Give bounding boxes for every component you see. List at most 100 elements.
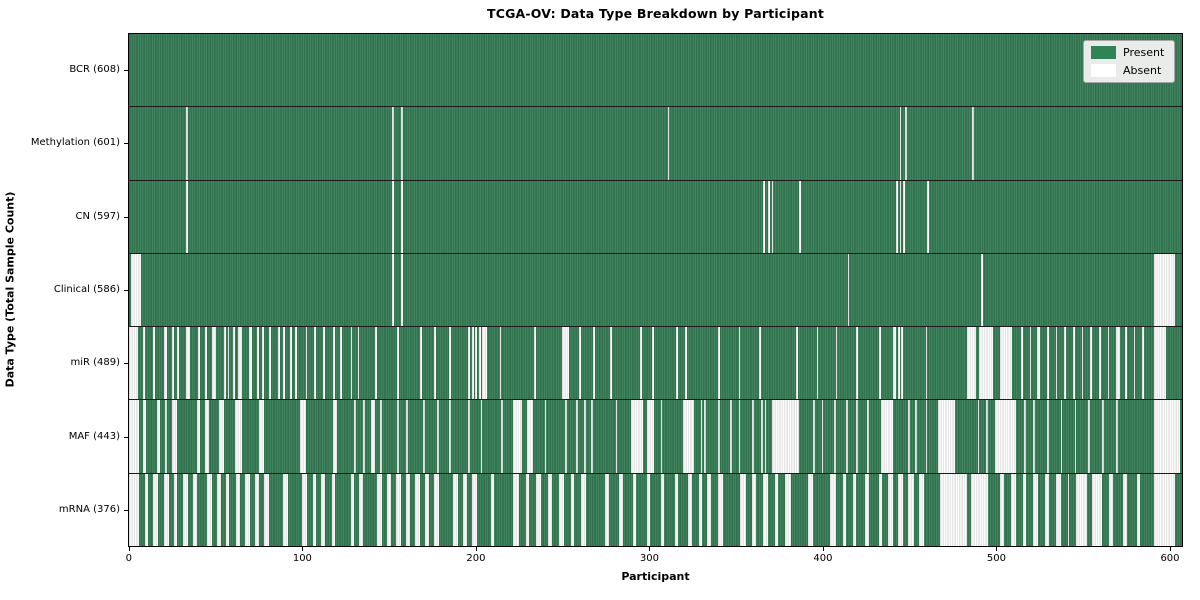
absent-stripe: [449, 400, 452, 473]
absent-stripe: [1136, 473, 1141, 546]
absent-stripe: [830, 473, 836, 546]
absent-stripe: [762, 180, 765, 253]
absent-stripe: [142, 400, 147, 473]
absent-stripe: [1154, 400, 1181, 473]
absent-stripe: [899, 107, 902, 180]
absent-stripe: [1074, 400, 1077, 473]
absent-stripe: [340, 327, 342, 400]
absent-stripe: [901, 327, 904, 400]
absent-stripe: [896, 180, 898, 253]
absent-stripe: [1116, 400, 1118, 473]
absent-stripe: [277, 327, 280, 400]
absent-stripe: [688, 473, 692, 546]
absent-stripe: [227, 327, 230, 400]
absent-stripe: [224, 327, 226, 400]
absent-stripe: [1064, 327, 1066, 400]
absent-stripe: [186, 327, 190, 400]
absent-stripe: [892, 327, 897, 400]
absent-stripe: [1124, 327, 1127, 400]
absent-stripe: [703, 400, 706, 473]
absent-stripe: [392, 253, 394, 327]
absent-stripe: [759, 327, 762, 400]
absent-stripe: [768, 180, 770, 253]
absent-stripe: [1107, 327, 1110, 400]
absent-stripe: [423, 400, 426, 473]
absent-stripe: [172, 400, 178, 473]
legend-label-present: Present: [1123, 46, 1165, 59]
absent-stripe: [846, 400, 848, 473]
data-row-Clinical: [129, 253, 1182, 328]
absent-stripe: [425, 473, 429, 546]
absent-stripe: [395, 473, 401, 546]
absent-stripe: [667, 107, 670, 180]
data-row-miR: [129, 327, 1182, 401]
absent-stripe: [764, 400, 767, 473]
absent-stripe: [1000, 327, 1013, 400]
absent-stripe: [856, 400, 859, 473]
y-tick-label: MAF (443): [68, 430, 120, 442]
absent-stripe: [513, 400, 523, 473]
absent-stripe: [977, 400, 980, 473]
y-tick-label: CN (597): [75, 210, 120, 222]
data-row-mRNA: [129, 473, 1182, 546]
y-tick-label: BCR (608): [69, 63, 120, 75]
absent-stripe: [908, 400, 911, 473]
absent-stripe: [174, 473, 178, 546]
absent-stripe: [350, 473, 355, 546]
absent-stripe: [387, 473, 391, 546]
absent-stripe: [807, 473, 814, 546]
absent-stripe: [264, 473, 270, 546]
absent-stripe: [970, 473, 989, 546]
absent-stripe: [129, 473, 140, 546]
absent-stripe: [908, 473, 914, 546]
absent-stripe: [177, 327, 180, 400]
absent-stripe: [525, 473, 530, 546]
absent-stripe: [683, 400, 694, 473]
plot-area: [128, 33, 1183, 547]
absent-swatch-icon: [1091, 64, 1116, 77]
chart-title: TCGA-OV: Data Type Breakdown by Particip…: [486, 6, 825, 21]
absent-stripe: [558, 473, 564, 546]
absent-stripe: [1116, 327, 1120, 400]
legend-item-absent: Absent: [1091, 64, 1167, 77]
absent-stripe: [729, 400, 732, 473]
absent-stripe: [290, 327, 292, 400]
absent-stripe: [255, 473, 259, 546]
x-tick-label: 400: [813, 553, 833, 564]
absent-stripe: [1055, 473, 1061, 546]
absent-stripe: [581, 473, 587, 546]
absent-stripe: [380, 400, 382, 473]
x-tick-mark: [822, 547, 824, 551]
absent-stripe: [1000, 473, 1004, 546]
absent-stripe: [619, 473, 623, 546]
absent-stripe: [717, 400, 720, 473]
absent-stripe: [1088, 400, 1091, 473]
y-tick-mark: [124, 216, 128, 218]
present-swatch-icon: [1091, 46, 1116, 59]
absent-stripe: [1091, 473, 1103, 546]
y-tick-mark: [124, 510, 128, 512]
y-tick-label: mRNA (376): [58, 504, 120, 516]
absent-stripe: [740, 473, 746, 546]
absent-stripe: [433, 473, 439, 546]
absent-stripe: [631, 400, 644, 473]
absent-stripe: [359, 473, 363, 546]
absent-stripe: [897, 473, 904, 546]
absent-stripe: [1033, 473, 1039, 546]
absent-stripe: [501, 400, 504, 473]
absent-stripe: [480, 400, 483, 473]
absent-stripe: [212, 327, 216, 400]
absent-stripe: [262, 327, 265, 400]
absent-stripe: [925, 327, 928, 400]
absent-stripe: [397, 327, 400, 400]
absent-stripe: [1046, 327, 1049, 400]
absent-stripe: [295, 327, 297, 400]
absent-stripe: [433, 327, 436, 400]
absent-stripe: [217, 473, 221, 546]
x-tick-label: 300: [639, 553, 659, 564]
absent-stripe: [771, 400, 800, 473]
absent-stripe: [856, 327, 859, 400]
legend: Present Absent: [1083, 40, 1175, 83]
absent-stripe: [362, 400, 365, 473]
absent-stripe: [752, 473, 756, 546]
